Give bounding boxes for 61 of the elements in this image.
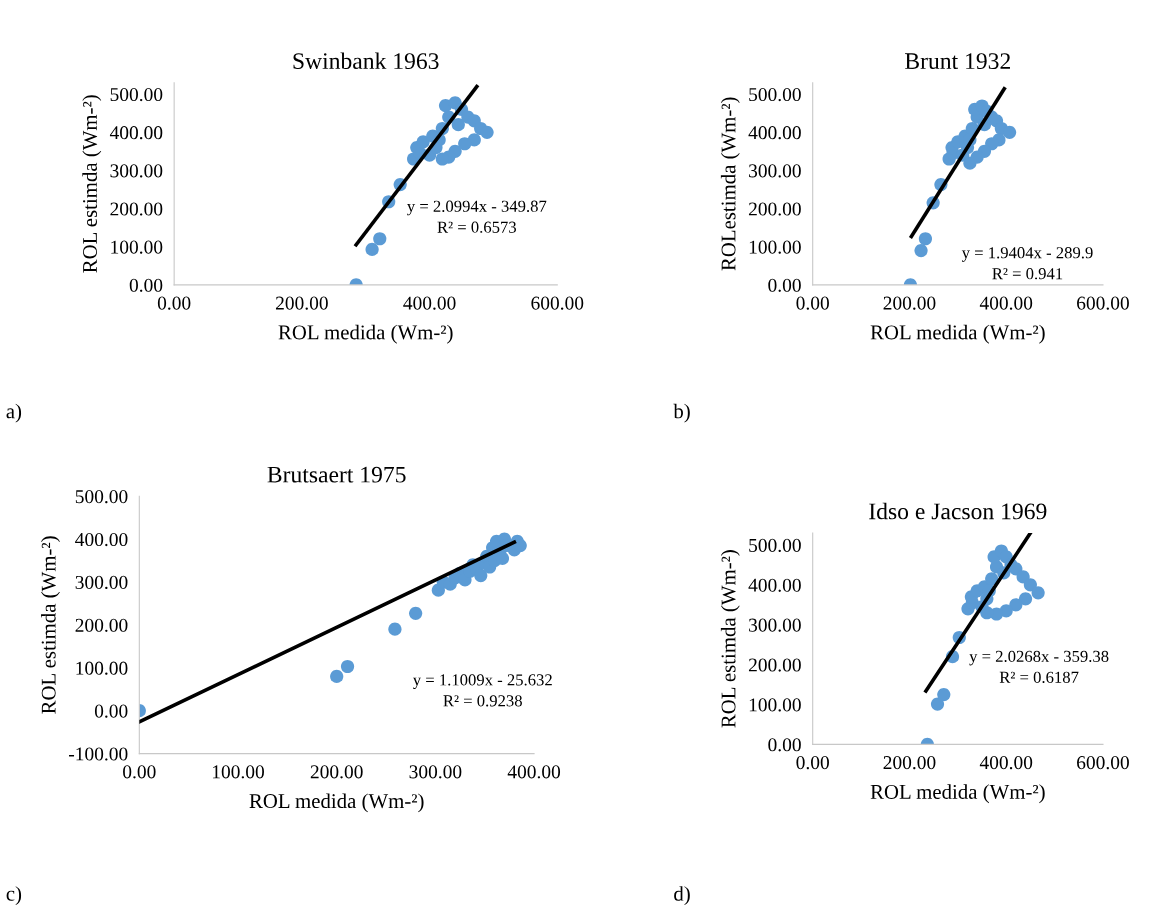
x-tick-label: 200.00 [883, 756, 936, 770]
y-tick-label: 300.00 [110, 164, 163, 178]
y-axis-title: ROL estimda (Wm-²) [41, 536, 60, 714]
y-axis-title: ROLestimda (Wm-²) [720, 97, 740, 271]
y-tick-label: 200.00 [748, 202, 801, 216]
chart-title: Idso e Jacson 1969 [869, 502, 1047, 520]
y-axis-title: ROL estimda (Wm-²) [720, 550, 740, 728]
x-tick-label: 600.00 [531, 296, 584, 310]
y-tick-label: 200.00 [110, 202, 163, 216]
x-tick-label: 400.00 [507, 765, 561, 779]
y-tick-label: 400.00 [748, 578, 801, 592]
y-tick-label: 500.00 [75, 490, 128, 504]
y-tick-label: 200.00 [75, 618, 128, 632]
x-axis-title: ROL medida (Wm-²) [870, 784, 1045, 804]
annotation: y = 2.0268x - 359.38 R² = 0.6187 [969, 650, 1109, 683]
annotation: y = 1.9404x - 289.9 R² = 0.941 [961, 247, 1093, 280]
y-tick-label: 200.00 [748, 658, 801, 672]
y-tick-label: 100.00 [749, 240, 801, 254]
chart-title: Swinbank 1963 [293, 52, 439, 70]
x-tick-label: 600.00 [1077, 756, 1129, 770]
x-tick-label: 200.00 [883, 296, 936, 310]
annotation: y = 1.1009x - 25.632 R² = 0.9238 [412, 674, 552, 707]
text: b) [673, 403, 690, 423]
x-tick-label: 400.00 [979, 296, 1033, 310]
y-tick-label: 300.00 [749, 164, 801, 178]
x-axis-title: ROL medida (Wm-²) [278, 324, 453, 344]
x-tick-label: 0.00 [796, 756, 829, 770]
y-tick-label: 400.00 [75, 532, 128, 547]
y-tick-label: 500.00 [749, 538, 801, 553]
y-tick-label: 400.00 [109, 126, 163, 140]
x-tick-label: 300.00 [409, 765, 462, 779]
x-axis-title: ROL medida (Wm-²) [249, 793, 424, 813]
y-tick-label: 500.00 [749, 87, 801, 102]
x-tick-label: 100.00 [212, 765, 264, 779]
chart-title: Brutsaert 1975 [267, 466, 406, 483]
y-tick-label: -100.00 [68, 747, 128, 761]
x-tick-label: 600.00 [1077, 296, 1129, 310]
y-tick-label: 0.00 [94, 704, 128, 718]
y-tick-label: 100.00 [749, 698, 801, 712]
y-tick-label: 300.00 [749, 618, 801, 632]
y-tick-label: 100.00 [76, 661, 128, 675]
y-tick-label: 500.00 [110, 87, 163, 102]
y-axis-title: ROL estimda (Wm-²) [82, 95, 102, 273]
text: c) [6, 886, 22, 906]
x-tick-label: 200.00 [275, 296, 328, 310]
y-tick-label: 0.00 [129, 278, 163, 292]
chart-title: Brunt 1932 [905, 53, 1010, 70]
y-tick-label: 300.00 [75, 575, 128, 590]
x-axis-title: ROL medida (Wm-²) [870, 324, 1045, 344]
x-tick-label: 200.00 [310, 765, 363, 779]
y-tick-label: 100.00 [111, 240, 163, 254]
x-tick-label: 0.00 [796, 296, 829, 310]
x-tick-label: 400.00 [403, 296, 456, 310]
y-tick-label: 0.00 [768, 738, 801, 752]
y-tick-label: 0.00 [768, 278, 801, 292]
text: a) [6, 403, 22, 423]
x-tick-label: 0.00 [157, 296, 191, 310]
text: d) [674, 886, 690, 906]
x-tick-label: 400.00 [979, 756, 1033, 770]
annotation: y = 2.0994x - 349.87 R² = 0.6573 [407, 200, 547, 233]
y-tick-label: 400.00 [748, 126, 801, 140]
